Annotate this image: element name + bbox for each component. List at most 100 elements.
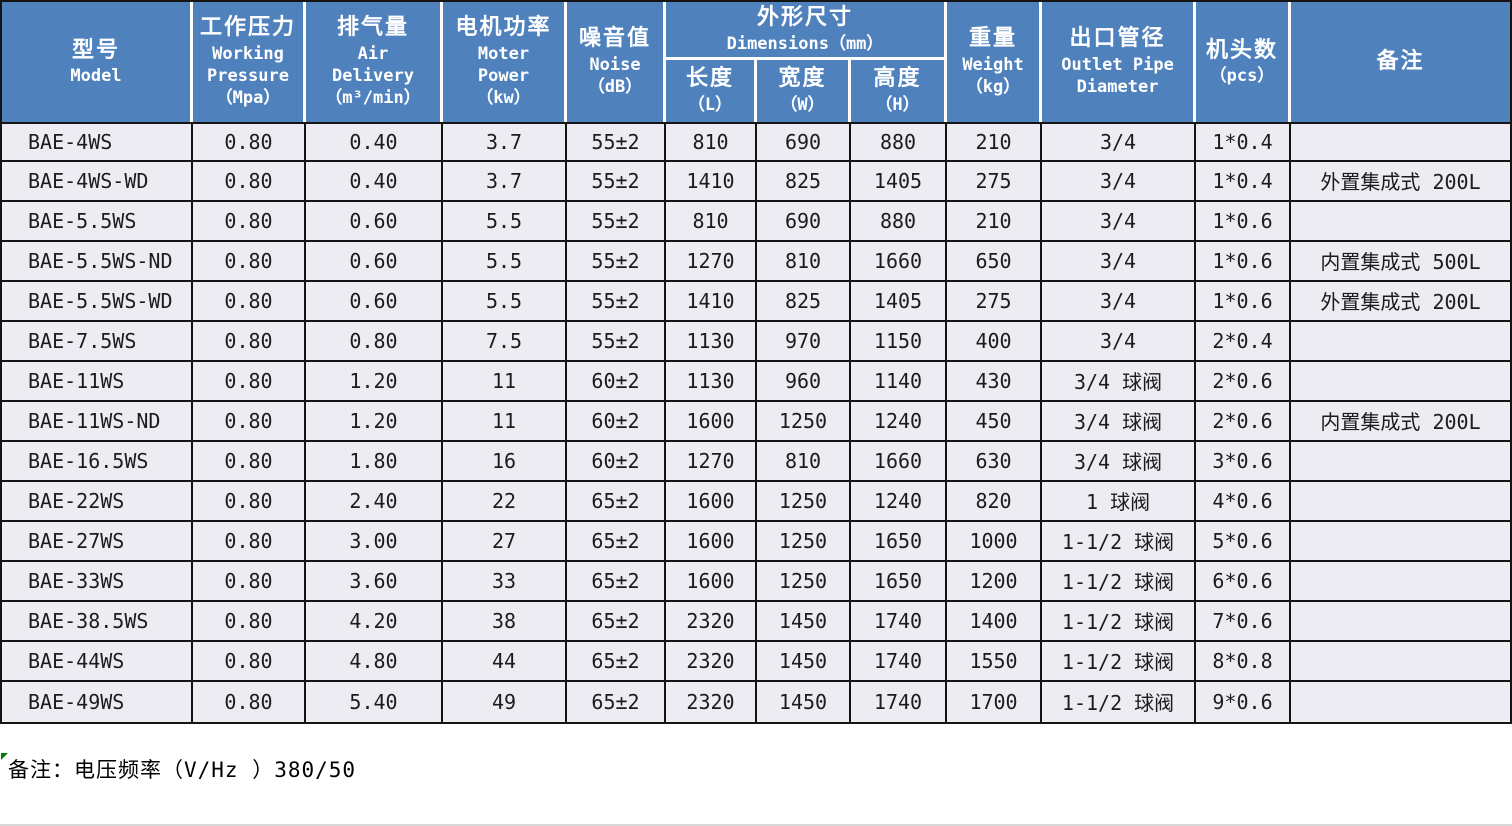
height-cell: 1650 xyxy=(851,521,948,562)
remark-cell xyxy=(1291,201,1511,242)
working-pressure-cell: 0.80 xyxy=(193,641,306,682)
remark-cell xyxy=(1291,121,1511,162)
col-header-working-pressure-en: Working Pressure （Mpa） xyxy=(207,44,289,109)
weight-cell: 400 xyxy=(947,321,1043,362)
outlet-pipe-cell: 1-1/2 球阀 xyxy=(1042,521,1197,562)
col-header-air-delivery: 排气量 Air Delivery （m³/min） xyxy=(306,2,443,122)
outlet-pipe-cell: 3/4 球阀 xyxy=(1042,361,1197,402)
motor-power-cell: 33 xyxy=(443,561,567,602)
working-pressure-cell: 0.80 xyxy=(193,241,306,282)
width-cell: 1450 xyxy=(757,601,851,642)
width-cell: 825 xyxy=(757,161,851,202)
head-count-cell: 2*0.4 xyxy=(1196,321,1292,362)
head-count-cell: 4*0.6 xyxy=(1196,481,1292,522)
outlet-pipe-cell: 1-1/2 球阀 xyxy=(1042,641,1197,682)
spec-table-body: BAE-4WS 0.80 0.40 3.7 55±2 810 690 880 210 3/4 1*0… xyxy=(2,121,1511,722)
length-cell: 2320 xyxy=(666,681,757,722)
remark-cell: 内置集成式 200L xyxy=(1291,401,1511,442)
model-cell: BAE-38.5WS xyxy=(2,601,193,642)
length-cell: 1600 xyxy=(666,521,757,562)
weight-cell: 1200 xyxy=(947,561,1043,602)
outlet-pipe-cell: 1-1/2 球阀 xyxy=(1042,561,1197,602)
air-delivery-cell: 1.20 xyxy=(306,361,443,402)
table-row: BAE-38.5WS 0.80 4.20 38 65±2 2320 1450 1740 1400… xyxy=(2,601,1511,642)
width-cell: 810 xyxy=(757,441,851,482)
motor-power-cell: 38 xyxy=(443,601,567,642)
head-count-cell: 8*0.8 xyxy=(1196,641,1292,682)
air-delivery-cell: 0.40 xyxy=(306,121,443,162)
col-header-length-en: （L） xyxy=(687,94,733,115)
length-cell: 1600 xyxy=(666,561,757,602)
width-cell: 690 xyxy=(757,201,851,242)
head-count-cell: 1*0.6 xyxy=(1196,201,1292,242)
table-row: BAE-44WS 0.80 4.80 44 65±2 2320 1450 1740 1550 1-… xyxy=(2,641,1511,682)
height-cell: 1660 xyxy=(851,441,948,482)
model-cell: BAE-5.5WS-ND xyxy=(2,241,193,282)
working-pressure-cell: 0.80 xyxy=(193,201,306,242)
length-cell: 1410 xyxy=(666,161,757,202)
length-cell: 1600 xyxy=(666,481,757,522)
col-header-motor-power-en: Moter Power （kw） xyxy=(476,44,531,109)
table-row: BAE-33WS 0.80 3.60 33 65±2 1600 1250 1650 1200 1-… xyxy=(2,561,1511,602)
width-cell: 960 xyxy=(757,361,851,402)
height-cell: 1740 xyxy=(851,601,948,642)
motor-power-cell: 5.5 xyxy=(443,201,567,242)
outlet-pipe-cell: 1-1/2 球阀 xyxy=(1042,601,1197,642)
height-cell: 1740 xyxy=(851,641,948,682)
col-header-noise-en: Noise （dB） xyxy=(587,55,643,98)
noise-cell: 55±2 xyxy=(567,161,666,202)
width-cell: 970 xyxy=(757,321,851,362)
motor-power-cell: 11 xyxy=(443,361,567,402)
height-cell: 1240 xyxy=(851,481,948,522)
noise-cell: 55±2 xyxy=(567,201,666,242)
voltage-frequency-note: 备注：电压频率（V/Hz ）380/50 xyxy=(8,757,357,782)
col-header-model-zh: 型号 xyxy=(71,37,120,63)
noise-cell: 65±2 xyxy=(567,641,666,682)
col-header-working-pressure-zh: 工作压力 xyxy=(199,15,296,41)
remark-cell: 内置集成式 500L xyxy=(1291,241,1511,282)
col-header-head-count: 机头数 （pcs） xyxy=(1196,2,1292,122)
noise-cell: 65±2 xyxy=(567,521,666,562)
outlet-pipe-cell: 3/4 球阀 xyxy=(1042,401,1197,442)
width-cell: 1250 xyxy=(757,401,851,442)
remark-cell xyxy=(1291,561,1511,602)
air-delivery-cell: 1.80 xyxy=(306,441,443,482)
width-cell: 825 xyxy=(757,281,851,322)
remark-cell xyxy=(1291,361,1511,402)
remark-cell xyxy=(1291,481,1511,522)
noise-cell: 60±2 xyxy=(567,401,666,442)
col-header-head-count-en: （pcs） xyxy=(1209,66,1275,87)
air-delivery-cell: 3.00 xyxy=(306,521,443,562)
length-cell: 2320 xyxy=(666,641,757,682)
model-cell: BAE-4WS-WD xyxy=(2,161,193,202)
height-cell: 1240 xyxy=(851,401,948,442)
air-delivery-cell: 1.20 xyxy=(306,401,443,442)
working-pressure-cell: 0.80 xyxy=(193,681,306,722)
model-cell: BAE-5.5WS xyxy=(2,201,193,242)
working-pressure-cell: 0.80 xyxy=(193,521,306,562)
width-cell: 1450 xyxy=(757,681,851,722)
remark-cell xyxy=(1291,641,1511,682)
table-row: BAE-5.5WS 0.80 0.60 5.5 55±2 810 690 880 210 3/4 1… xyxy=(2,201,1511,242)
outlet-pipe-cell: 3/4 xyxy=(1042,121,1197,162)
noise-cell: 55±2 xyxy=(567,241,666,282)
model-cell: BAE-27WS xyxy=(2,521,193,562)
height-cell: 1660 xyxy=(851,241,948,282)
col-header-length: 长度 （L） xyxy=(666,59,757,122)
noise-cell: 65±2 xyxy=(567,601,666,642)
weight-cell: 1400 xyxy=(947,601,1043,642)
model-cell: BAE-11WS-ND xyxy=(2,401,193,442)
length-cell: 810 xyxy=(666,201,757,242)
motor-power-cell: 27 xyxy=(443,521,567,562)
outlet-pipe-cell: 1 球阀 xyxy=(1042,481,1197,522)
col-header-noise-zh: 噪音值 xyxy=(578,26,651,52)
height-cell: 1650 xyxy=(851,561,948,602)
remark-cell xyxy=(1291,441,1511,482)
length-cell: 1270 xyxy=(666,241,757,282)
table-row: BAE-5.5WS-ND 0.80 0.60 5.5 55±2 1270 810 1660 65… xyxy=(2,241,1511,282)
spec-table-header: 型号 Model 工作压力 Working Pressure （Mpa） 排气量… xyxy=(2,2,1511,122)
motor-power-cell: 5.5 xyxy=(443,281,567,322)
outlet-pipe-cell: 1-1/2 球阀 xyxy=(1042,681,1197,722)
air-delivery-cell: 0.40 xyxy=(306,161,443,202)
compressor-spec-table: 型号 Model 工作压力 Working Pressure （Mpa） 排气量… xyxy=(2,2,1511,722)
